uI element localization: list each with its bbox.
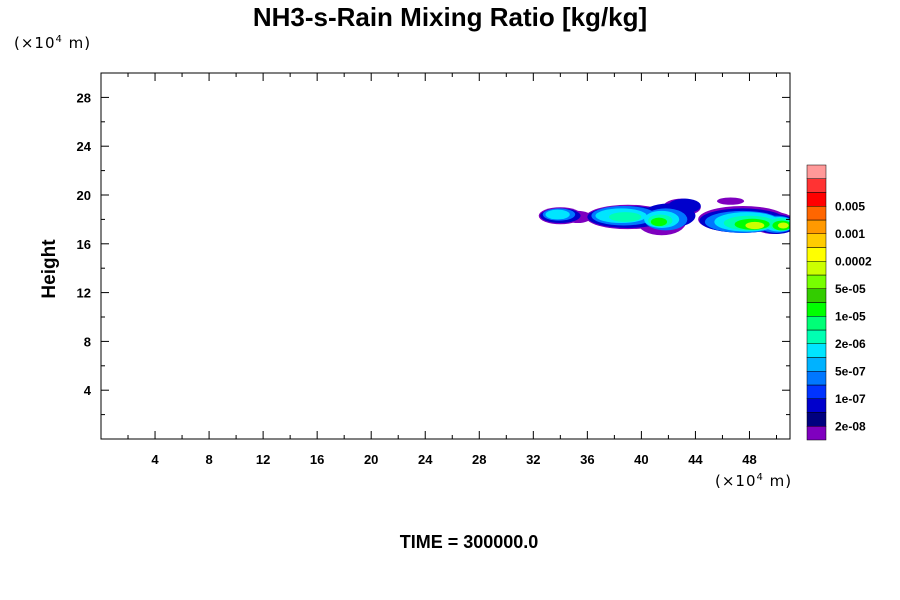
colorbar-swatch bbox=[806, 206, 827, 221]
x-tick-label: 48 bbox=[742, 452, 756, 467]
x-tick-label: 40 bbox=[634, 452, 648, 467]
data-contour-blob bbox=[745, 221, 765, 230]
colorbar-label: 2e-06 bbox=[835, 337, 866, 351]
colorbar-swatch bbox=[806, 398, 827, 413]
colorbar-label: 2e-08 bbox=[835, 419, 866, 433]
chart-title: NH3-s-Rain Mixing Ratio [kg/kg] bbox=[252, 2, 648, 32]
colorbar-swatch bbox=[806, 274, 827, 289]
x-ticks: 4 8 12 16 20 24 28 32 36 40 44 48 bbox=[127, 73, 777, 467]
colorbar-swatch bbox=[806, 329, 827, 344]
colorbar-swatch bbox=[806, 219, 827, 234]
colorbar-swatch bbox=[806, 302, 827, 317]
x-tick-label: 28 bbox=[472, 452, 486, 467]
colorbar-label: 0.0002 bbox=[835, 254, 872, 268]
plot-data-layer bbox=[538, 197, 790, 236]
x-tick-label: 16 bbox=[310, 452, 324, 467]
colorbar-label: 0.001 bbox=[835, 227, 865, 241]
colorbar: 2e-08 1e-07 5e-07 2e-06 1e-05 5e-05 0.0002 0.00… bbox=[806, 164, 872, 441]
x-tick-label: 8 bbox=[205, 452, 212, 467]
data-contour-blob bbox=[650, 217, 668, 227]
colorbar-label: 1e-05 bbox=[835, 309, 866, 323]
y-axis-unit: (×104 m) bbox=[14, 34, 92, 52]
y-tick-label: 28 bbox=[77, 90, 91, 105]
data-contour-blob bbox=[608, 212, 642, 222]
x-tick-label: 20 bbox=[364, 452, 378, 467]
colorbar-swatch bbox=[806, 426, 827, 441]
colorbar-swatch bbox=[806, 164, 827, 179]
x-axis-unit: (×104 m) bbox=[715, 472, 793, 490]
colorbar-label: 0.005 bbox=[835, 199, 865, 213]
colorbar-swatch bbox=[806, 316, 827, 331]
data-contour-blob bbox=[668, 198, 701, 214]
colorbar-swatch bbox=[806, 343, 827, 358]
colorbar-swatch bbox=[806, 288, 827, 303]
colorbar-swatch bbox=[806, 247, 827, 262]
y-tick-label: 12 bbox=[77, 286, 91, 301]
time-label: TIME = 300000.0 bbox=[399, 532, 539, 552]
y-tick-label: 20 bbox=[77, 188, 91, 203]
plot-frame bbox=[100, 72, 791, 440]
data-contour-blob bbox=[545, 209, 570, 220]
y-ticks: 4 8 12 16 20 24 28 bbox=[77, 90, 790, 416]
colorbar-label: 5e-05 bbox=[835, 282, 866, 296]
colorbar-swatch bbox=[806, 261, 827, 276]
colorbar-swatch bbox=[806, 384, 827, 399]
y-tick-label: 4 bbox=[84, 383, 92, 398]
x-tick-label: 32 bbox=[526, 452, 540, 467]
colorbar-swatch bbox=[806, 412, 827, 427]
x-tick-label: 4 bbox=[151, 452, 159, 467]
colorbar-label: 5e-07 bbox=[835, 364, 866, 378]
x-tick-label: 44 bbox=[688, 452, 703, 467]
colorbar-swatch bbox=[806, 357, 827, 372]
y-tick-label: 8 bbox=[84, 334, 91, 349]
colorbar-swatch bbox=[806, 371, 827, 386]
colorbar-swatch bbox=[806, 192, 827, 207]
y-tick-label: 24 bbox=[77, 139, 92, 154]
data-contour-blob bbox=[777, 222, 789, 229]
colorbar-label: 1e-07 bbox=[835, 392, 866, 406]
y-tick-label: 16 bbox=[77, 237, 91, 252]
colorbar-swatch bbox=[806, 178, 827, 193]
colorbar-swatch bbox=[806, 233, 827, 248]
x-tick-label: 36 bbox=[580, 452, 594, 467]
x-tick-label: 24 bbox=[418, 452, 433, 467]
data-contour-blob bbox=[717, 197, 745, 205]
x-tick-label: 12 bbox=[256, 452, 270, 467]
